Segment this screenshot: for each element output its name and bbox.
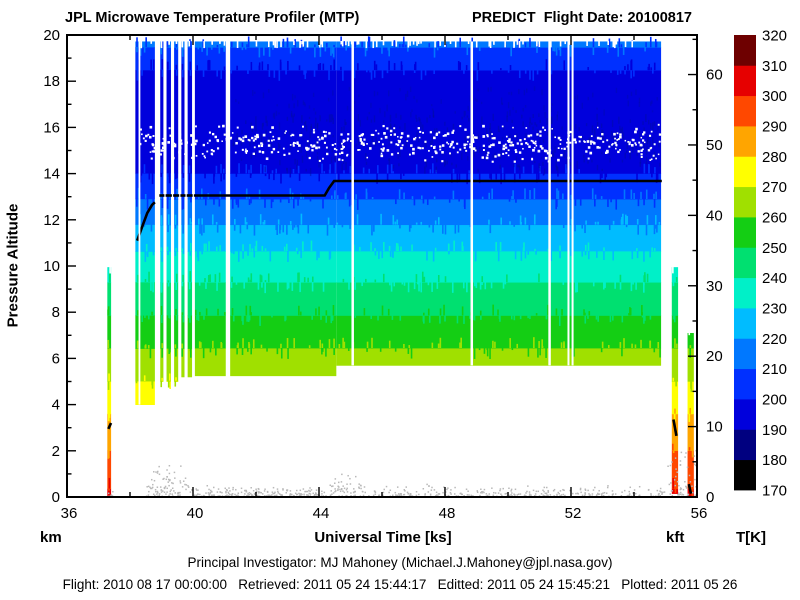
svg-text:4: 4 (52, 397, 60, 414)
y-left-units-label: km (40, 529, 62, 546)
svg-text:0: 0 (52, 489, 60, 506)
svg-text:16: 16 (43, 119, 60, 136)
svg-text:250: 250 (762, 240, 787, 257)
svg-text:40: 40 (187, 505, 204, 522)
svg-text:14: 14 (43, 166, 60, 183)
colorbar-units-label: T[K] (736, 529, 766, 546)
svg-text:240: 240 (762, 270, 787, 287)
svg-text:52: 52 (565, 505, 582, 522)
y-right-units-label: kft (666, 529, 685, 546)
svg-text:270: 270 (762, 179, 787, 196)
svg-text:200: 200 (762, 392, 787, 409)
svg-text:210: 210 (762, 361, 787, 378)
svg-text:180: 180 (762, 452, 787, 469)
svg-text:56: 56 (691, 505, 708, 522)
svg-text:60: 60 (706, 67, 723, 84)
ground-scatter (107, 449, 697, 498)
svg-text:40: 40 (706, 207, 723, 224)
svg-text:12: 12 (43, 212, 60, 229)
svg-text:8: 8 (52, 304, 60, 321)
svg-text:260: 260 (762, 210, 787, 227)
plot-axes: 36 40 44 48 52 560246810121416182001020304050… (43, 27, 722, 522)
svg-text:18: 18 (43, 73, 60, 90)
svg-text:310: 310 (762, 58, 787, 75)
svg-text:6: 6 (52, 350, 60, 367)
svg-text:190: 190 (762, 422, 787, 439)
svg-text:10: 10 (43, 258, 60, 275)
svg-text:48: 48 (439, 505, 456, 522)
temperature-colorbar: 320 310 300 290 280 270 260 250 240 230 220 210 200 1… (734, 28, 787, 500)
svg-text:280: 280 (762, 149, 787, 166)
svg-text:10: 10 (706, 419, 723, 436)
svg-text:170: 170 (762, 483, 787, 500)
x-axis-title: Universal Time [ks] (314, 529, 452, 546)
svg-text:230: 230 (762, 301, 787, 318)
svg-text:2: 2 (52, 443, 60, 460)
svg-text:44: 44 (313, 505, 330, 522)
svg-text:20: 20 (43, 27, 60, 44)
flight-altitude-trace (107, 179, 693, 494)
tropopause-dots (139, 123, 662, 163)
curtain-heatmap (107, 36, 694, 498)
plot-title: JPL Microwave Temperature Profiler (MTP) (65, 10, 360, 26)
principal-investigator-line: Principal Investigator: MJ Mahoney (Mich… (187, 555, 613, 570)
svg-text:36: 36 (61, 505, 78, 522)
svg-text:220: 220 (762, 331, 787, 348)
svg-text:50: 50 (706, 137, 723, 154)
svg-text:30: 30 (706, 278, 723, 295)
svg-text:320: 320 (762, 28, 787, 45)
svg-text:20: 20 (706, 348, 723, 365)
data-gap-lines (138, 41, 574, 405)
svg-text:290: 290 (762, 119, 787, 136)
y-axis-title: Pressure Altitude (4, 203, 22, 328)
svg-text:0: 0 (706, 489, 714, 506)
timestamps-line: Flight: 2010 08 17 00:00:00 Retrieved: 2… (62, 577, 738, 592)
flight-date-title: PREDICT Flight Date: 20100817 (472, 10, 692, 26)
svg-text:300: 300 (762, 88, 787, 105)
